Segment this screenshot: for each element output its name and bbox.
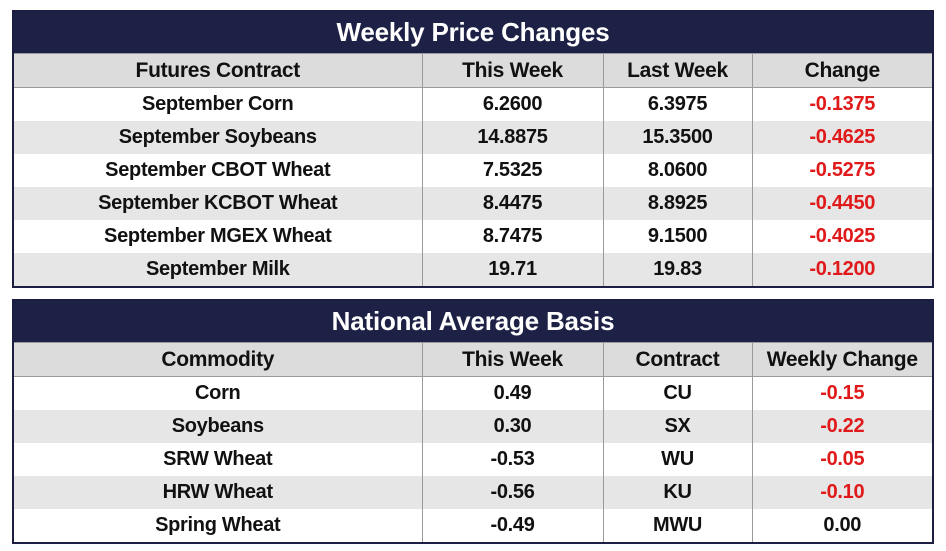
column-header-this-week: This Week (422, 53, 604, 88)
futures-contract-cell: September Corn (13, 87, 423, 121)
table-row: HRW Wheat -0.56 KU -0.10 (13, 476, 933, 509)
last-week-cell: 8.8925 (603, 187, 753, 220)
this-week-cell: 0.30 (422, 410, 604, 443)
last-week-cell: 8.0600 (603, 154, 753, 187)
futures-contract-cell: September MGEX Wheat (13, 220, 423, 253)
contract-cell: MWU (603, 509, 753, 543)
this-week-cell: 19.71 (422, 253, 604, 287)
commodity-cell: Soybeans (13, 410, 423, 443)
contract-cell: SX (603, 410, 753, 443)
this-week-cell: 0.49 (422, 376, 604, 410)
national-average-basis-table: National Average Basis Commodity This We… (12, 299, 934, 544)
change-cell: -0.1375 (809, 93, 876, 115)
weekly-change-cell: -0.15 (820, 382, 865, 404)
weekly-price-changes-table: Weekly Price Changes Futures Contract Th… (12, 10, 934, 288)
change-cell: -0.4450 (752, 187, 933, 220)
commodity-cell: Corn (13, 376, 423, 410)
last-week-cell: 15.3500 (603, 121, 753, 154)
table-title-row: National Average Basis (13, 300, 933, 343)
last-week-cell: 6.3975 (603, 87, 753, 121)
contract-cell: WU (603, 443, 753, 476)
table-row: September Corn 6.2600 6.3975 -0.1375 (13, 87, 933, 121)
table-row: September MGEX Wheat 8.7475 9.1500 -0.40… (13, 220, 933, 253)
change-cell: -0.5275 (809, 159, 876, 181)
this-week-cell: 14.8875 (422, 121, 604, 154)
futures-contract-cell: September KCBOT Wheat (13, 187, 423, 220)
table-header-row: Commodity This Week Contract Weekly Chan… (13, 342, 933, 377)
column-header-weekly-change: Weekly Change (752, 342, 933, 377)
last-week-cell: 9.1500 (603, 220, 753, 253)
column-header-last-week: Last Week (603, 53, 753, 88)
weekly-change-cell: -0.05 (820, 448, 865, 470)
table-row: Soybeans 0.30 SX -0.22 (13, 410, 933, 443)
this-week-cell: -0.53 (422, 443, 604, 476)
contract-cell: CU (603, 376, 753, 410)
national-average-basis-title: National Average Basis (13, 300, 933, 343)
table-row: SRW Wheat -0.53 WU -0.05 (13, 443, 933, 476)
futures-contract-cell: September Milk (13, 253, 423, 287)
weekly-price-changes-title: Weekly Price Changes (13, 11, 933, 54)
last-week-cell: 19.83 (603, 253, 753, 287)
contract-cell: KU (603, 476, 753, 509)
table-title-row: Weekly Price Changes (13, 11, 933, 54)
column-header-change: Change (752, 53, 933, 88)
change-cell: -0.4025 (809, 225, 876, 247)
this-week-cell: -0.56 (422, 476, 604, 509)
column-header-commodity: Commodity (13, 342, 423, 377)
table-row: September Milk 19.71 19.83 -0.1200 (13, 253, 933, 287)
this-week-cell: 8.4475 (422, 187, 604, 220)
futures-contract-cell: September Soybeans (13, 121, 423, 154)
this-week-cell: 6.2600 (422, 87, 604, 121)
commodity-cell: SRW Wheat (13, 443, 423, 476)
weekly-change-cell: 0.00 (823, 514, 862, 536)
this-week-cell: 7.5325 (422, 154, 604, 187)
commodity-cell: HRW Wheat (13, 476, 423, 509)
table-row: September Soybeans 14.8875 15.3500 -0.46… (13, 121, 933, 154)
column-header-futures-contract: Futures Contract (13, 53, 423, 88)
table-row: September KCBOT Wheat 8.4475 8.8925 -0.4… (13, 187, 933, 220)
futures-contract-cell: September CBOT Wheat (13, 154, 423, 187)
column-header-this-week: This Week (422, 342, 604, 377)
change-cell: -0.1200 (752, 253, 933, 287)
table-row: September CBOT Wheat 7.5325 8.0600 -0.52… (13, 154, 933, 187)
table-row: Spring Wheat -0.49 MWU 0.00 (13, 509, 933, 543)
this-week-cell: -0.49 (422, 509, 604, 543)
weekly-change-cell: -0.22 (752, 410, 933, 443)
commodity-cell: Spring Wheat (13, 509, 423, 543)
change-cell: -0.4625 (752, 121, 933, 154)
table-header-row: Futures Contract This Week Last Week Cha… (13, 53, 933, 88)
this-week-cell: 8.7475 (422, 220, 604, 253)
column-header-contract: Contract (603, 342, 753, 377)
weekly-change-cell: -0.10 (752, 476, 933, 509)
table-row: Corn 0.49 CU -0.15 (13, 376, 933, 410)
